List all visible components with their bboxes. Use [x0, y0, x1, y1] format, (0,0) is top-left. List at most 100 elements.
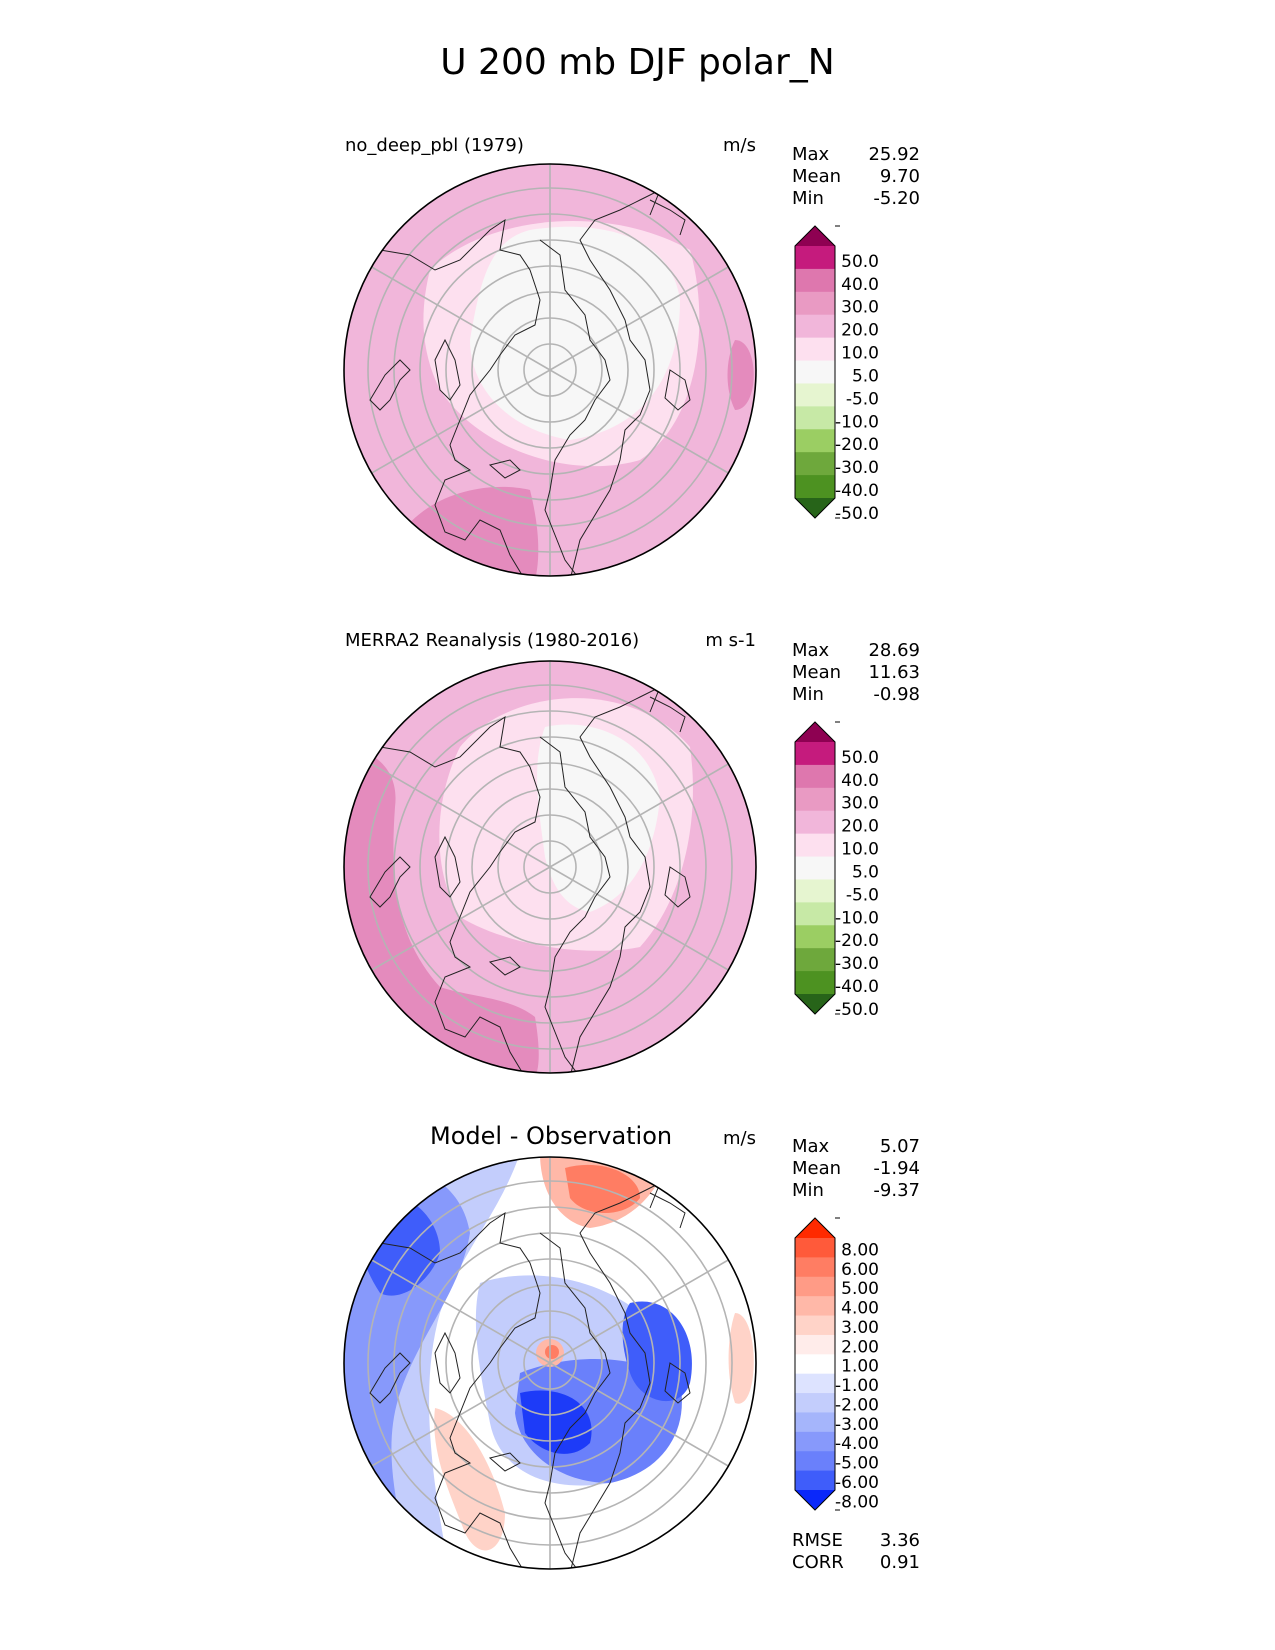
colorbar3-label: 8.00	[841, 1240, 879, 1260]
panel1-colorbar: 50.0 40.0 30.0 20.0 10.05.0 -5.0 -10.0 -20.0 -30…	[794, 225, 879, 524]
panel2-polar-calm-area	[537, 724, 660, 912]
colorbar2-top-extension	[795, 722, 835, 742]
panel2-min-label: Min	[792, 684, 824, 705]
colorbar2-outline	[794, 721, 836, 1015]
colorbar3-segment-4	[795, 1315, 835, 1336]
panel2-max-value: 28.69	[868, 640, 920, 661]
colorbar2-label: -50.0	[835, 1000, 879, 1020]
colorbar3-label: 5.00	[841, 1279, 879, 1299]
colorbar2-label: 5.0	[852, 862, 879, 882]
colorbar3-segment-2	[795, 1276, 835, 1297]
panel1-max-value: 25.92	[868, 144, 920, 165]
colorbar3-segment-5	[795, 1334, 835, 1355]
panel1-coastlines	[369, 188, 691, 576]
colorbar1-label: 30.0	[841, 298, 879, 318]
panel3-coastlines	[369, 1181, 691, 1569]
panel2-graticule	[367, 661, 733, 1073]
panel3-units: m/s	[723, 1128, 756, 1149]
colorbar1-top-extension	[795, 226, 835, 246]
panel3-title: Model - Observation	[430, 1122, 673, 1150]
colorbar1-segment-2	[795, 291, 835, 316]
colorbar1-label: 5.0	[852, 366, 879, 386]
panel1-graticule	[367, 164, 733, 576]
colorbar3-label: -1.00	[835, 1376, 879, 1396]
colorbar3-segment-1	[795, 1257, 835, 1278]
panel3-mean-value: -1.94	[873, 1158, 920, 1179]
colorbar3-label: 1.00	[841, 1357, 879, 1377]
panel3-polar-map	[343, 1156, 757, 1570]
colorbar3-segment-11	[795, 1451, 835, 1472]
panel2-title: MERRA2 Reanalysis (1980-2016)	[345, 630, 640, 651]
colorbar1-segment-4	[795, 337, 835, 362]
colorbar2-label: 40.0	[841, 771, 879, 791]
colorbar1-segment-6	[795, 383, 835, 407]
panel3-pos-east	[728, 1313, 754, 1404]
panel2-units: m s-1	[705, 630, 756, 651]
panel1-map-border	[343, 163, 757, 577]
colorbar2-label: 20.0	[841, 817, 879, 837]
colorbar3-label: 6.00	[841, 1260, 879, 1280]
panel1-max-label: Max	[792, 144, 830, 165]
panel2-coastlines	[369, 685, 691, 1073]
panel2-jet-core-west	[344, 747, 539, 1073]
colorbar2-segment-10	[795, 971, 835, 995]
colorbar3-label: -3.00	[835, 1415, 879, 1435]
colorbar1-segment-0	[795, 246, 835, 270]
colorbar1-segment-1	[795, 268, 835, 293]
colorbar3-segment-6	[795, 1354, 835, 1375]
colorbar3-segment-9	[795, 1412, 835, 1433]
colorbar1-label: -5.0	[846, 389, 879, 409]
panel2-mean-label: Mean	[792, 662, 842, 683]
colorbar2-label: -30.0	[835, 954, 879, 974]
panel3-rmse-label: RMSE	[792, 1530, 843, 1551]
panel1-mean-label: Mean	[792, 166, 842, 187]
panel1-min-value: -5.20	[873, 188, 920, 209]
panel2-map-border	[343, 660, 757, 1074]
panel1-title: no_deep_pbl (1979)	[345, 135, 524, 156]
panel3-max-value: 5.07	[879, 1136, 920, 1157]
panel3-mean-label: Mean	[792, 1158, 842, 1179]
colorbar2-segment-9	[795, 948, 835, 972]
colorbar1-label: 20.0	[841, 321, 879, 341]
panel1-min-label: Min	[792, 188, 824, 209]
colorbar3-label: -4.00	[835, 1434, 879, 1454]
colorbar2-segment-4	[795, 833, 835, 858]
colorbar2-label: -20.0	[835, 931, 879, 951]
colorbar1-segment-7	[795, 406, 835, 430]
colorbar1-label: 10.0	[841, 344, 879, 364]
colorbar2-segment-2	[795, 787, 835, 812]
panel3-max-label: Max	[792, 1136, 830, 1157]
panel3-min-value: -9.37	[873, 1180, 920, 1201]
colorbar1-segment-8	[795, 429, 835, 453]
colorbar2-segment-8	[795, 925, 835, 949]
colorbar3-label: 3.00	[841, 1318, 879, 1338]
panel3-map-border	[343, 1156, 757, 1570]
colorbar2-label: 30.0	[841, 794, 879, 814]
figure-title: U 200 mb DJF polar_N	[440, 42, 835, 83]
colorbar2-label: 50.0	[841, 748, 879, 768]
colorbar3-segment-7	[795, 1373, 835, 1394]
colorbar2-segment-5	[795, 856, 835, 880]
colorbar2-label: -40.0	[835, 977, 879, 997]
panel1-stats: Max 25.92 Mean 9.70 Min -5.20	[792, 144, 920, 210]
colorbar3-bottom-extension	[795, 1490, 835, 1510]
colorbar1-segment-5	[795, 360, 835, 384]
panel3-pos-pole-core	[545, 1345, 559, 1359]
colorbar1-outline	[794, 225, 836, 519]
panel3-graticule	[367, 1157, 733, 1569]
panel2-min-value: -0.98	[873, 684, 920, 705]
panel2-colorbar: 50.0 40.0 30.0 20.0 10.05.0 -5.0 -10.0 -20.0 -30…	[794, 721, 879, 1020]
colorbar1-segment-9	[795, 452, 835, 476]
panel1-mean-value: 9.70	[879, 166, 920, 187]
panel3-min-label: Min	[792, 1180, 824, 1201]
colorbar3-segment-10	[795, 1431, 835, 1452]
colorbar1-label: 40.0	[841, 275, 879, 295]
panel3-stats: Max 5.07 Mean -1.94 Min -9.37	[792, 1136, 920, 1202]
panel3-corr-label: CORR	[792, 1552, 844, 1573]
panel3-rmse-value: 3.36	[879, 1530, 920, 1551]
colorbar3-segment-3	[795, 1296, 835, 1317]
colorbar3-segment-8	[795, 1393, 835, 1413]
colorbar1-label: -50.0	[835, 504, 879, 524]
colorbar3-label: -2.00	[835, 1395, 879, 1415]
colorbar2-bottom-extension	[795, 994, 835, 1014]
